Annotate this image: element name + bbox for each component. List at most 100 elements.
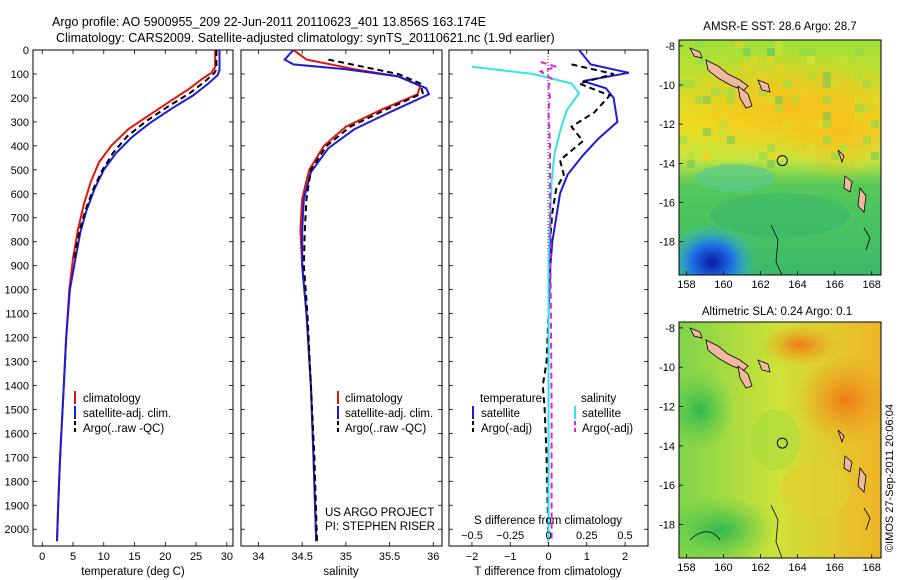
salinity-axes-frame [240,49,443,547]
sst-pixel [807,72,815,80]
figure-title-line2: Climatology: CARS2009. Satellite-adjuste… [56,31,555,45]
x-tick-label: 10 [98,551,110,563]
sst-pixel [775,104,783,112]
x-tick-label: 30 [221,551,233,563]
sst-pixel [839,56,847,64]
sst-pixel [743,64,751,72]
legend-argo-label: Argo(..raw -QC) [83,423,164,435]
sst-pixel [767,48,775,56]
sst-pixel [815,120,823,128]
sst-pixel [855,96,863,104]
depth-tick-label: 1700 [5,452,29,464]
map-lat-tick-label: -8 [665,41,675,53]
x-tick-label: 0 [39,551,45,563]
sst-pixel [743,40,751,48]
depth-tick-label: 1300 [5,356,29,368]
map-lat-tick-label: -12 [659,119,675,131]
series-line-salinity-argo-adj- [538,61,560,542]
legend-climatology-label: climatology [83,393,141,405]
map-lon-tick-label: 160 [714,562,732,574]
sst-pixel [687,80,695,88]
legend-satellite-label: satellite-adj. clim. [345,408,433,420]
map-lat-tick-label: -18 [659,520,675,532]
credit-project: US ARGO PROJECT [325,507,434,519]
sst-pixel [783,80,791,88]
depth-tick-label: 1200 [5,333,29,345]
legend-satellite-label: satellite-adj. clim. [83,408,171,420]
legend-t-argo-label: Argo(-adj) [481,423,532,435]
legend-s-argo-label: Argo(-adj) [582,423,633,435]
sst-pixel [855,104,863,112]
sst-pixel [775,64,783,72]
sst-pixel [759,72,767,80]
sst-pixel [703,128,711,136]
s-diff-tick-label: 0.25 [576,530,597,542]
sla-profile-location-marker [776,437,788,449]
s-diff-tick-label: −0.25 [496,530,524,542]
credit-pi: PI: STEPHEN RISER [325,521,435,533]
series-line-temperature-argo-adj- [541,63,614,542]
x-tick-label: 0 [545,551,551,563]
difference-legend: temperature salinity satellite Argo(-adj… [472,393,633,435]
sst-map-frame [678,39,882,276]
sst-pixel [727,96,735,104]
sst-pixel [751,56,759,64]
map-lat-tick-label: -10 [659,80,675,92]
sst-pixel [703,96,711,104]
sst-profile-location-marker [776,155,788,167]
x-tick-label: 15 [128,551,140,563]
depth-tick-label: 2000 [5,524,29,536]
sst-pixel [695,96,703,104]
x-tick-label: 35.5 [379,551,400,563]
figure-title-line1: Argo profile: AO 5900955_209 22-Jun-2011… [52,15,486,29]
sst-pixel [767,96,775,104]
s-diff-tick-label: −0.5 [461,530,483,542]
map-lat-tick-label: -18 [659,237,675,249]
sst-pixel [799,88,807,96]
map-lon-tick-label: 164 [788,562,806,574]
sst-pixel [831,152,839,160]
depth-tick-label: 400 [11,141,29,153]
sst-pixel [711,88,719,96]
depth-tick-label: 900 [11,261,29,273]
sst-pixel [695,56,703,64]
depth-tick-label: 1800 [5,476,29,488]
sst-pixel [863,80,871,88]
imos-timestamp: ©IMOS 27-Sep-2011 20:06:04 [884,404,896,552]
map-lat-tick-label: -10 [659,362,675,374]
x-tick-label: −2 [466,551,479,563]
sst-pixel [735,40,743,48]
depth-tick-label: 1500 [5,404,29,416]
x-tick-label: 34.5 [291,551,312,563]
sst-pixel [767,56,775,64]
s-diff-tick-label: 0.5 [617,530,632,542]
depth-tick-label: 1400 [5,380,29,392]
map-lat-tick-label: -14 [659,441,675,453]
sst-pixel [823,80,831,88]
sst-pixel [679,104,687,112]
legend-argo-label: Argo(..raw -QC) [345,423,426,435]
sst-pixel [823,136,831,144]
sst-pixel [727,88,735,96]
depth-tick-label: 300 [11,117,29,129]
sst-pixel [855,112,863,120]
sst-pixel [807,48,815,56]
sst-pixel [855,72,863,80]
sst-pixel [831,80,839,88]
sst-pixel [743,48,751,56]
salinity-xlabel: salinity [323,566,358,578]
sst-pixel [759,96,767,104]
x-tick-label: 36 [427,551,439,563]
legend-t-satellite-label: satellite [481,408,520,420]
sla-coastlines [689,327,867,493]
sst-pixel [783,120,791,128]
sst-pixel [767,152,775,160]
temperature-panel: 0 5 10 15 20 25 30 temperature (deg C) climato… [32,49,234,578]
sst-pixel [719,88,727,96]
map-lat-tick-label: -16 [659,480,675,492]
sla-map-frame [678,321,882,559]
depth-tick-label: 0 [23,45,29,57]
map-lon-tick-label: 168 [863,562,881,574]
sst-pixel [823,120,831,128]
